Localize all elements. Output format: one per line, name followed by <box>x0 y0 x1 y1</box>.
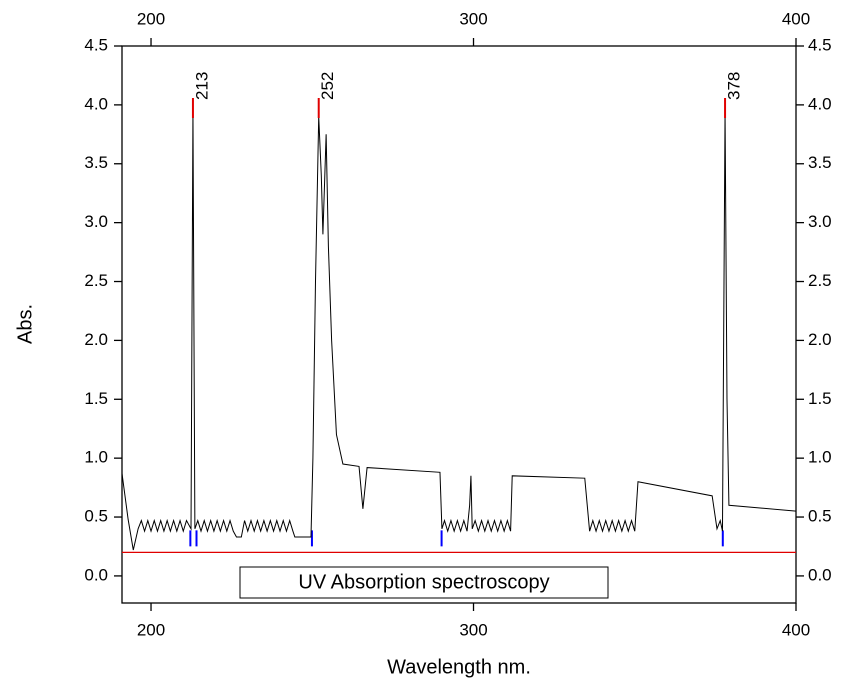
x-tick-label: 400 <box>782 620 810 639</box>
x-tick-label-top: 200 <box>137 9 165 28</box>
y-tick-label: 1.5 <box>84 389 108 408</box>
y-tick-label: 3.5 <box>84 153 108 172</box>
peak-label: 213 <box>192 72 211 100</box>
y-tick-label: 0.5 <box>84 507 108 526</box>
peak-label: 252 <box>318 72 337 100</box>
y-tick-label: 4.0 <box>84 94 108 113</box>
legend-box <box>239 566 609 599</box>
plot-frame <box>121 45 797 604</box>
y-tick-label: 0.0 <box>84 565 108 584</box>
y-tick-label-right: 4.5 <box>808 35 832 54</box>
x-tick-label: 300 <box>459 620 487 639</box>
y-axis-label: Abs. <box>14 304 36 344</box>
x-tick-label: 200 <box>137 620 165 639</box>
y-tick-label: 3.0 <box>84 212 108 231</box>
y-tick-label: 1.0 <box>84 448 108 467</box>
peak-label: 378 <box>725 72 744 100</box>
y-tick-label-right: 2.0 <box>808 330 832 349</box>
y-tick-label-right: 1.5 <box>808 389 832 408</box>
data-line <box>121 110 797 551</box>
x-tick-label-top: 400 <box>782 9 810 28</box>
y-tick-label-right: 3.0 <box>808 212 832 231</box>
x-tick-label-top: 300 <box>459 9 487 28</box>
x-axis-label: Wavelength nm. <box>387 656 531 678</box>
y-tick-label: 2.0 <box>84 330 108 349</box>
legend-entry: UV Absorption spectroscopy <box>298 571 549 593</box>
y-tick-label-right: 0.5 <box>808 507 832 526</box>
y-tick-label: 2.5 <box>84 271 108 290</box>
y-tick-label-right: 3.5 <box>808 153 832 172</box>
y-tick-label-right: 4.0 <box>808 94 832 113</box>
y-tick-label-right: 1.0 <box>808 448 832 467</box>
y-tick-label-right: 0.0 <box>808 565 832 584</box>
y-tick-label-right: 2.5 <box>808 271 832 290</box>
y-tick-label: 4.5 <box>84 35 108 54</box>
